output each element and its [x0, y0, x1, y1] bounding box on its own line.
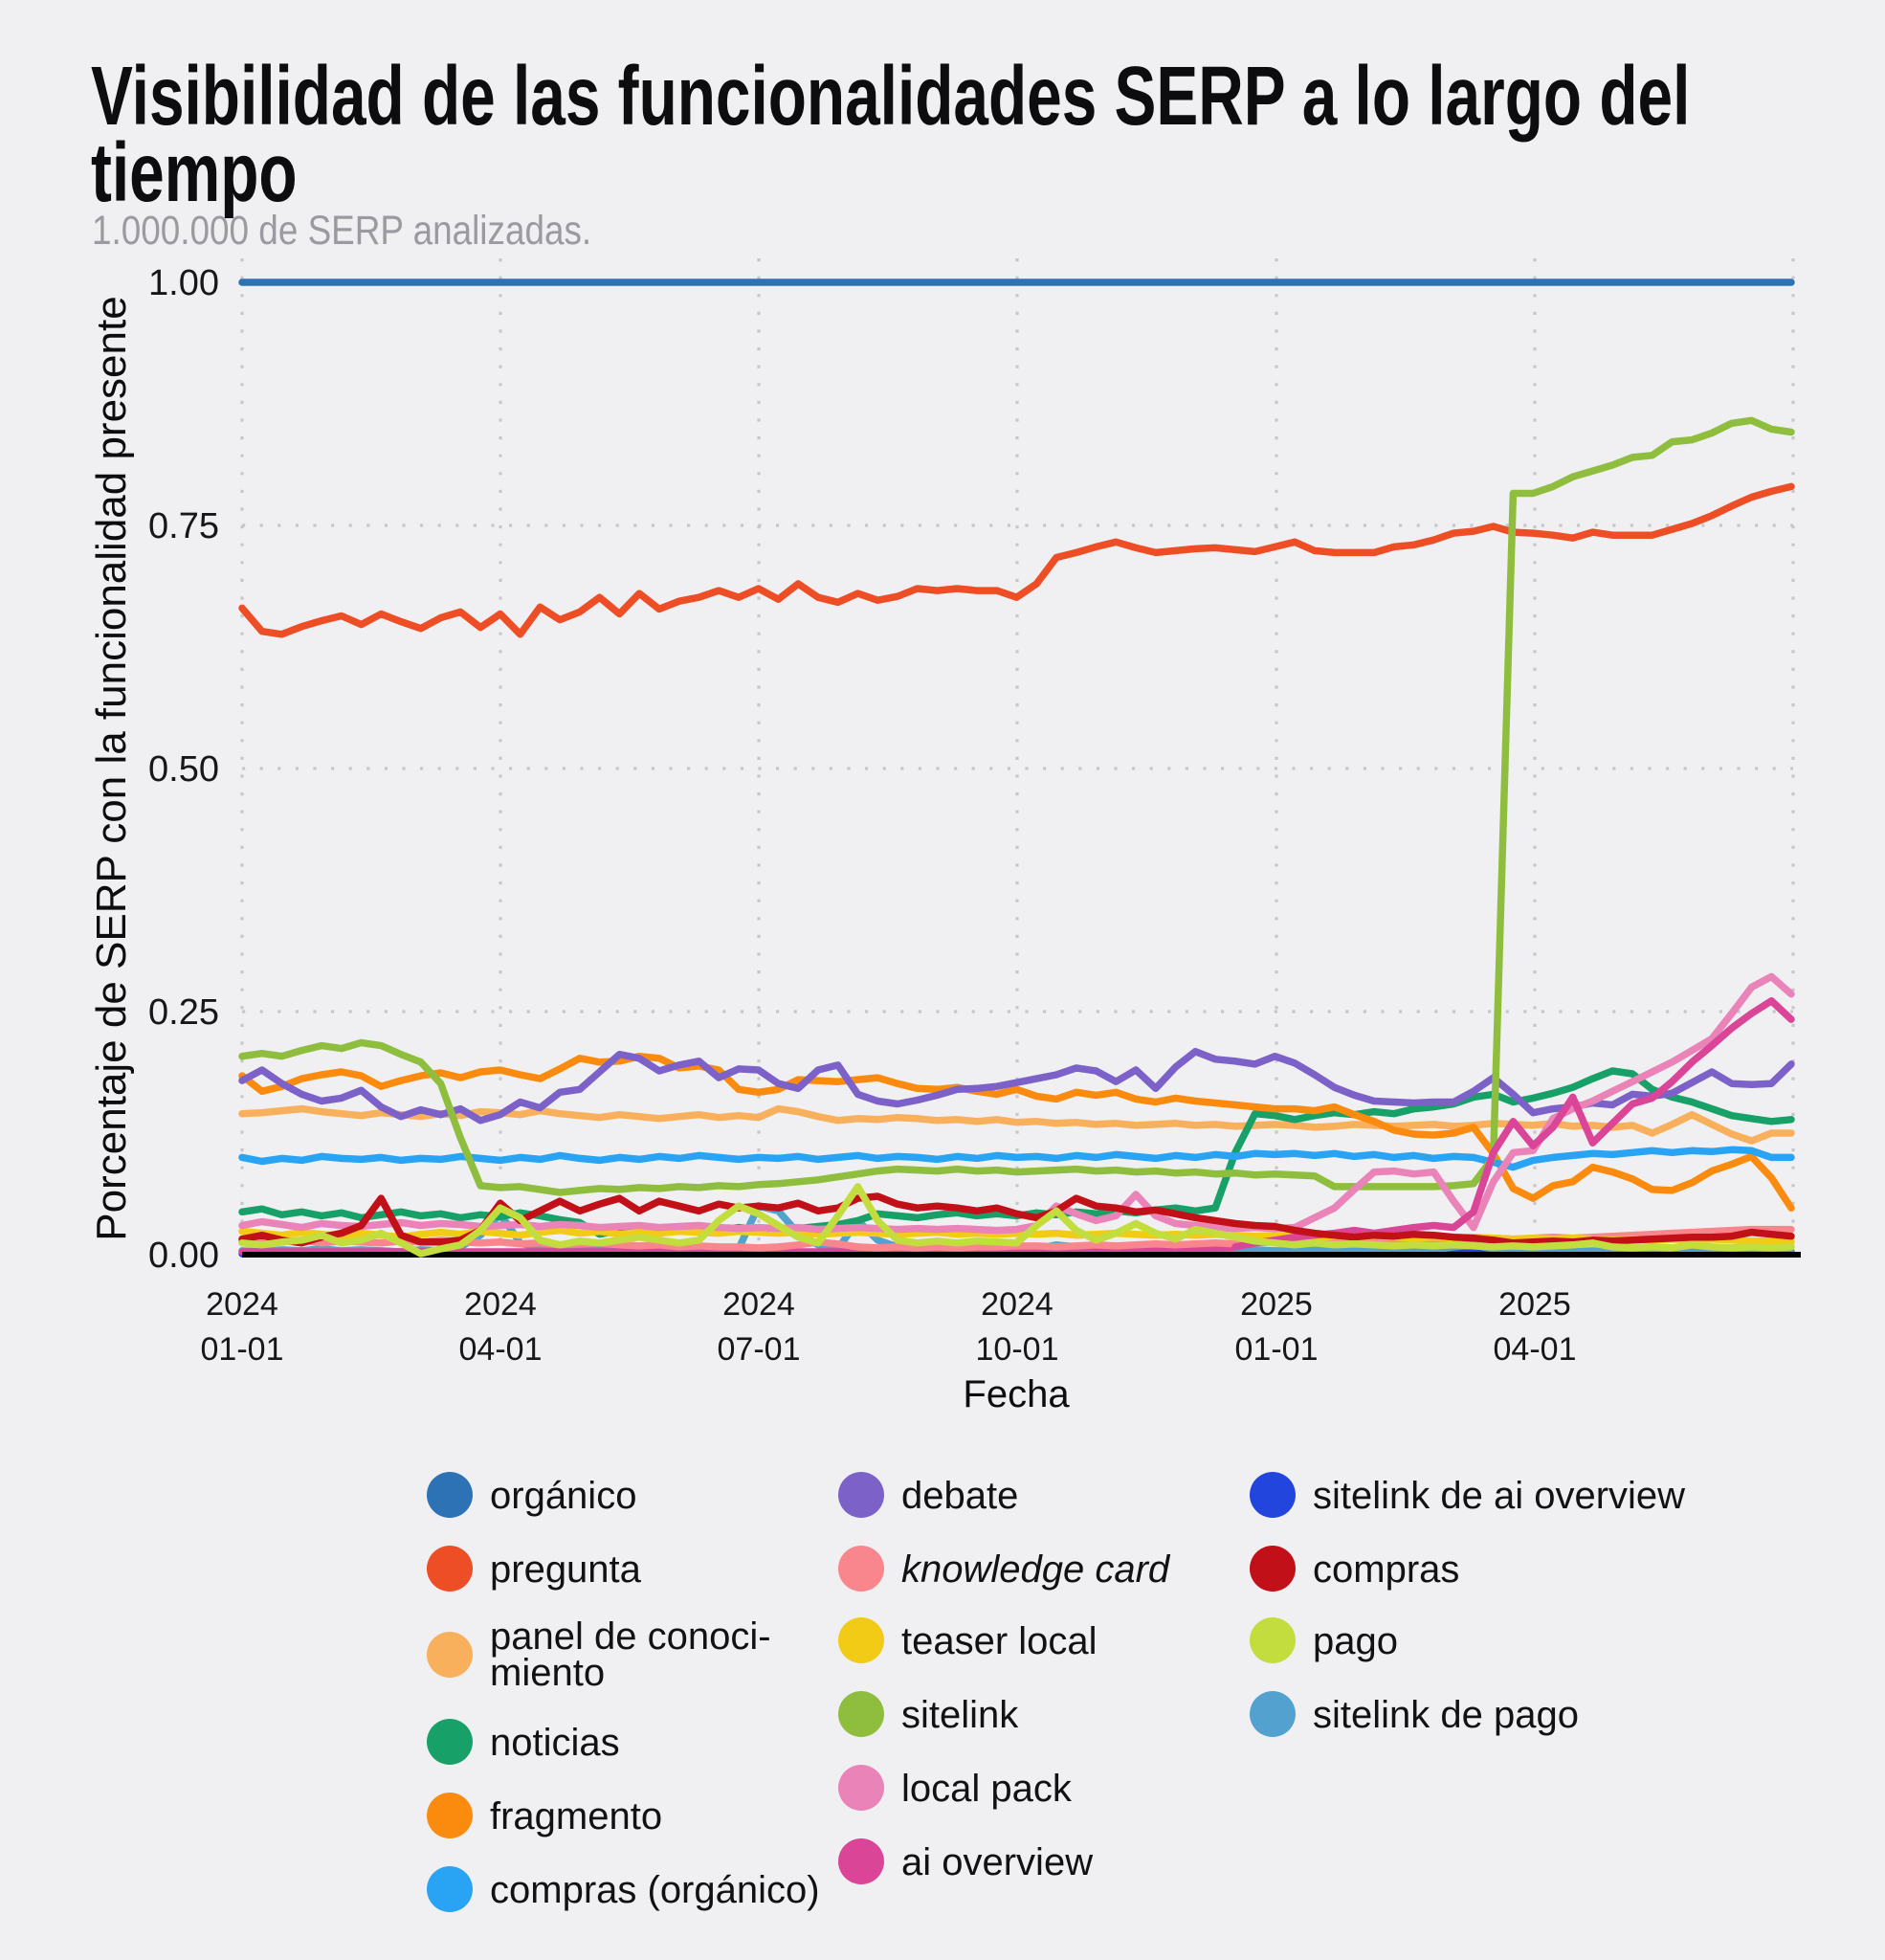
- svg-text:debate: debate: [901, 1475, 1018, 1517]
- svg-text:miento: miento: [490, 1652, 605, 1694]
- svg-text:2024: 2024: [981, 1286, 1053, 1323]
- svg-text:panel de conoci-: panel de conoci-: [490, 1615, 771, 1658]
- svg-text:pago: pago: [1313, 1620, 1398, 1662]
- svg-text:fragmento: fragmento: [490, 1795, 662, 1838]
- svg-text:0.50: 0.50: [148, 749, 219, 790]
- svg-text:0.00: 0.00: [148, 1236, 219, 1276]
- svg-text:04-01: 04-01: [1494, 1331, 1577, 1368]
- svg-text:2024: 2024: [722, 1286, 795, 1323]
- svg-text:compras: compras: [1313, 1548, 1459, 1591]
- svg-text:compras (orgánico): compras (orgánico): [490, 1869, 820, 1911]
- svg-text:noticias: noticias: [490, 1722, 620, 1764]
- svg-text:1.000.000 de SERP analizadas.: 1.000.000 de SERP analizadas.: [92, 208, 591, 253]
- svg-text:2025: 2025: [1240, 1286, 1313, 1323]
- svg-text:0.75: 0.75: [148, 506, 219, 546]
- svg-text:pregunta: pregunta: [490, 1548, 642, 1591]
- svg-text:ai overview: ai overview: [901, 1841, 1093, 1883]
- svg-text:07-01: 07-01: [718, 1331, 801, 1368]
- svg-text:01-01: 01-01: [201, 1331, 284, 1368]
- svg-text:2024: 2024: [464, 1286, 537, 1323]
- svg-text:knowledge card: knowledge card: [901, 1548, 1171, 1591]
- svg-text:2024: 2024: [206, 1286, 278, 1323]
- svg-text:10-01: 10-01: [976, 1331, 1059, 1368]
- svg-text:sitelink: sitelink: [901, 1694, 1019, 1736]
- svg-text:sitelink de ai overview: sitelink de ai overview: [1313, 1475, 1685, 1517]
- svg-text:01-01: 01-01: [1235, 1331, 1319, 1368]
- svg-text:Fecha: Fecha: [963, 1373, 1070, 1415]
- svg-text:tiempo: tiempo: [91, 126, 298, 219]
- svg-text:local pack: local pack: [901, 1768, 1073, 1810]
- svg-text:04-01: 04-01: [459, 1331, 543, 1368]
- svg-text:Porcentaje de SERP con la func: Porcentaje de SERP con la funcionalidad …: [88, 296, 135, 1240]
- svg-text:teaser local: teaser local: [901, 1620, 1098, 1662]
- svg-text:sitelink de pago: sitelink de pago: [1313, 1694, 1579, 1736]
- svg-text:0.25: 0.25: [148, 992, 219, 1033]
- svg-text:Visibilidad de las funcionalid: Visibilidad de las funcionalidades SERP …: [91, 50, 1690, 143]
- svg-text:2025: 2025: [1498, 1286, 1571, 1323]
- svg-text:orgánico: orgánico: [490, 1475, 636, 1517]
- svg-text:1.00: 1.00: [148, 263, 219, 303]
